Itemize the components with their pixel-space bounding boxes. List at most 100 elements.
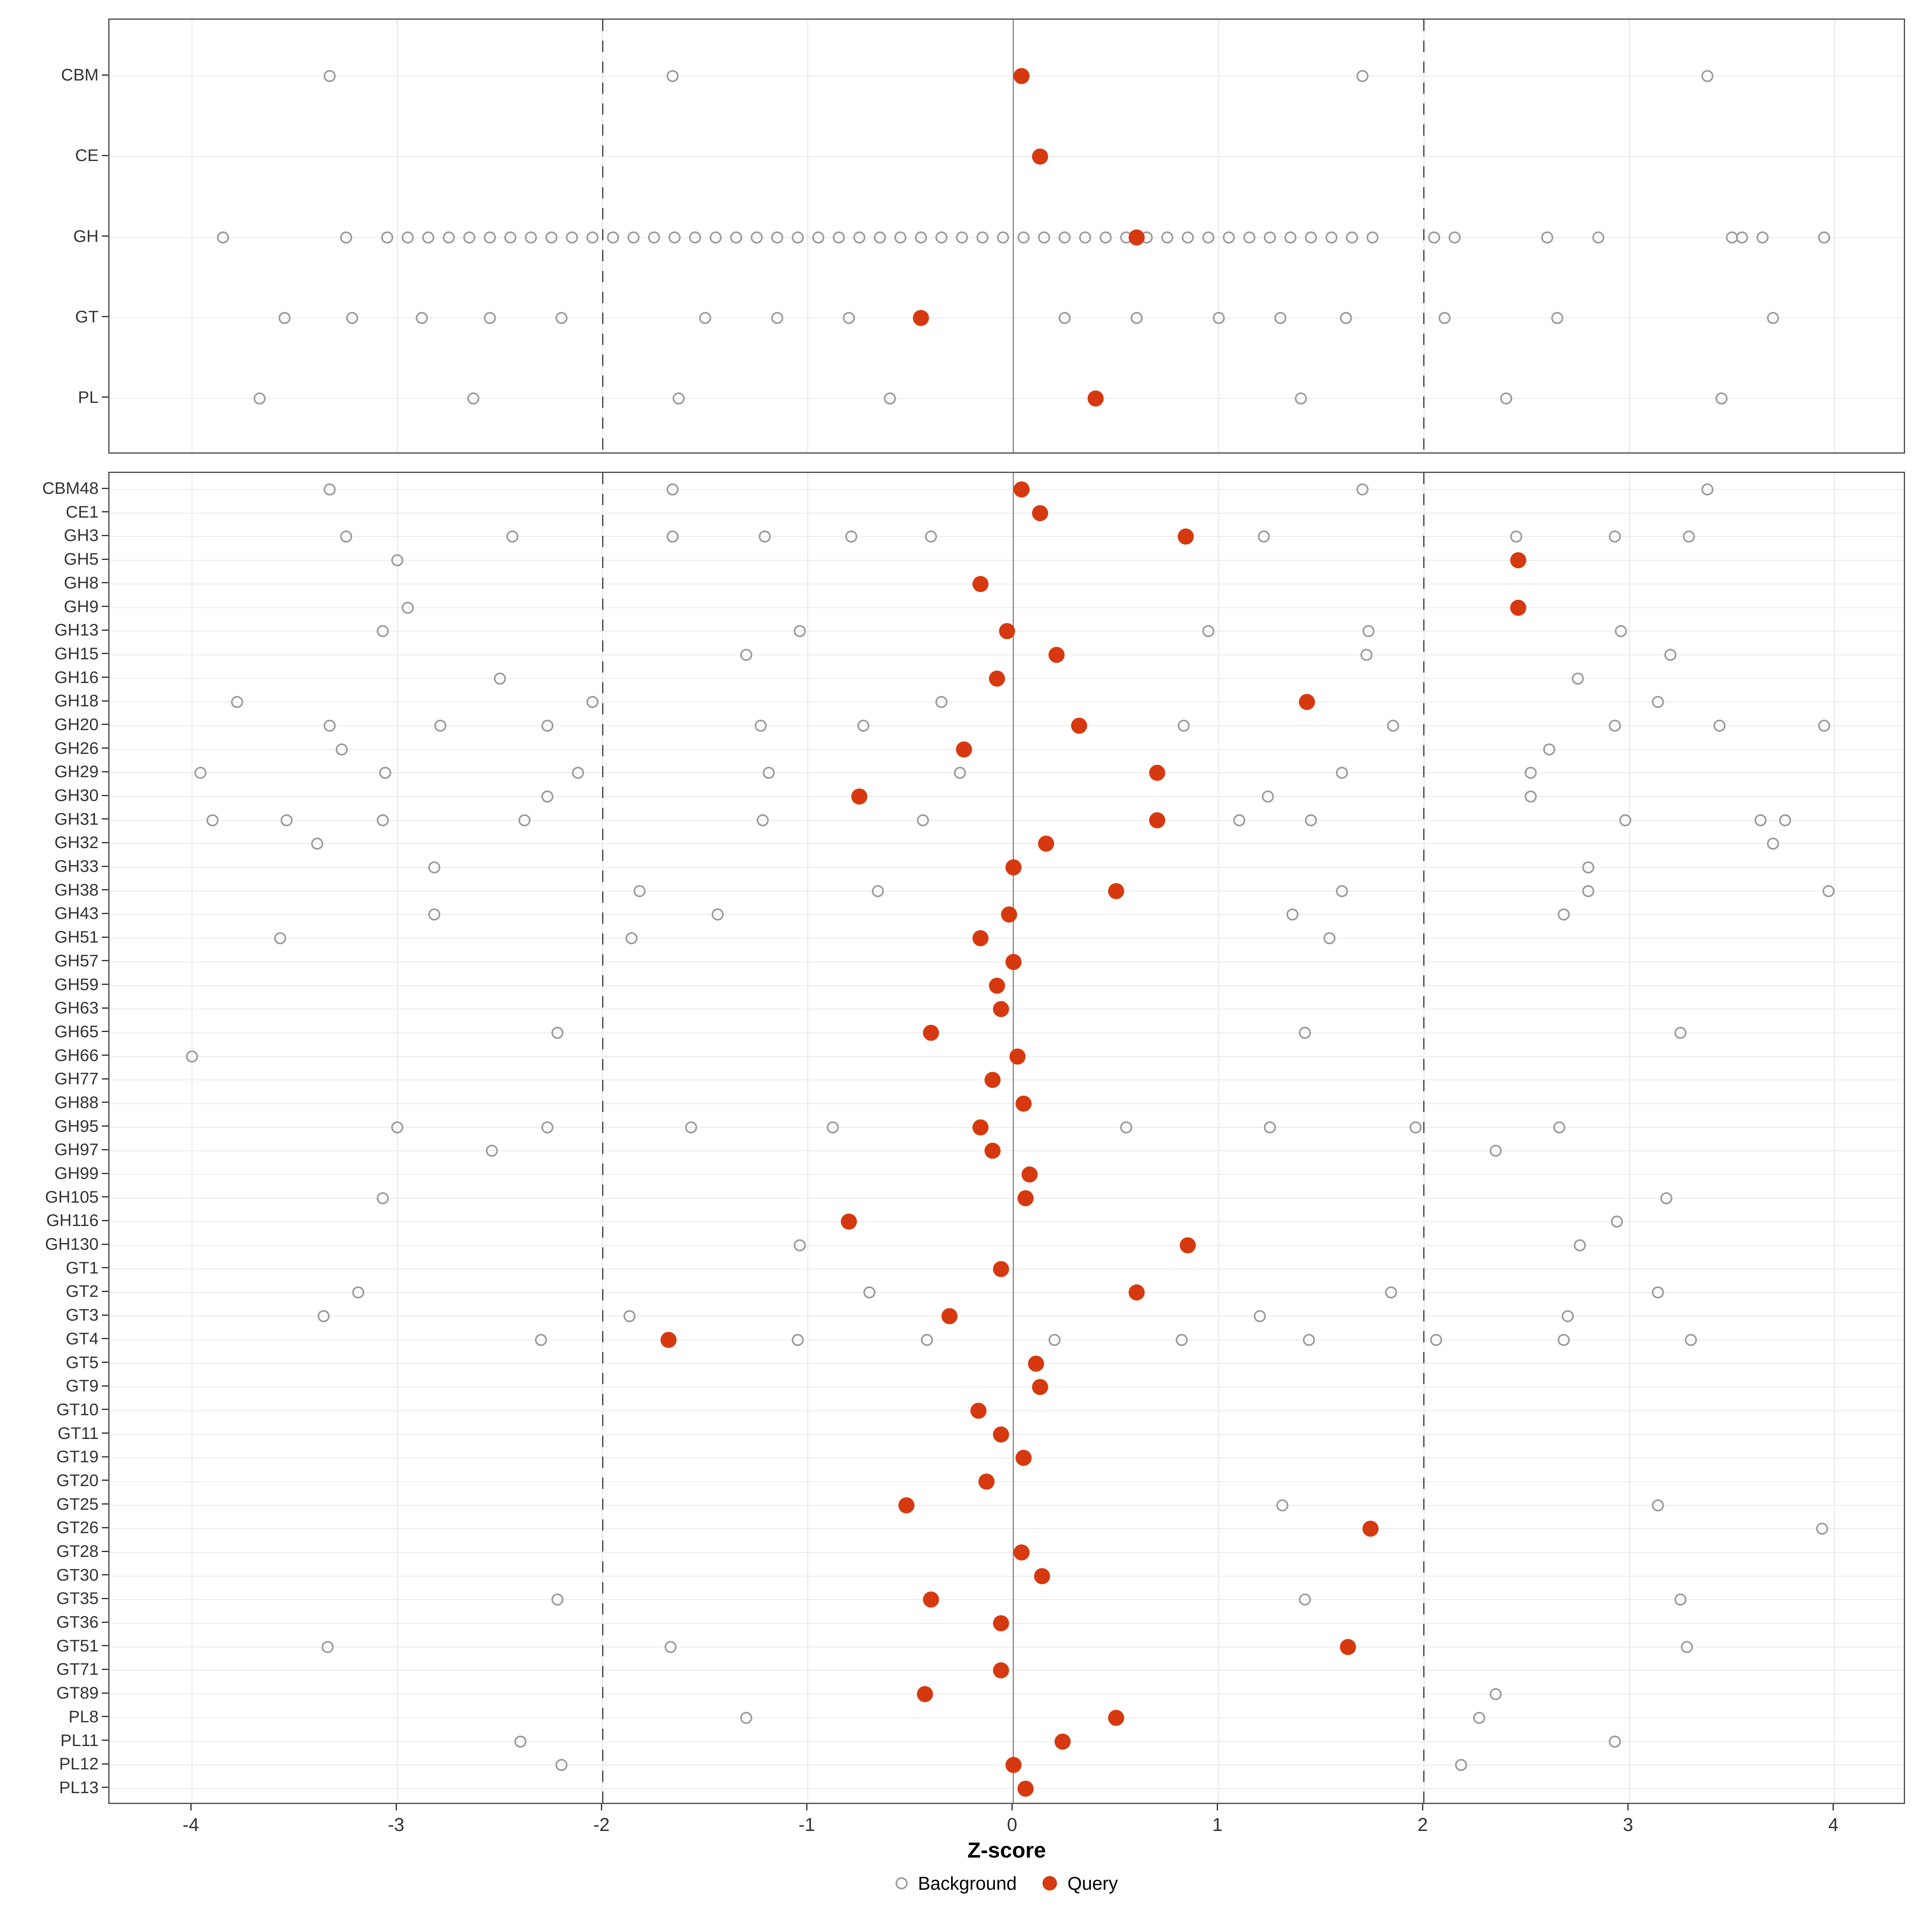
background-point: [401, 231, 414, 244]
y-axis-tick: [102, 677, 108, 678]
y-gridline: [109, 819, 1904, 821]
background-point: [1325, 231, 1338, 244]
background-point: [812, 231, 824, 244]
background-point: [551, 1026, 564, 1039]
y-axis-tick: [102, 1668, 108, 1670]
background-point: [1619, 814, 1631, 826]
y-axis-tick: [102, 889, 108, 891]
y-axis-label: GT71: [56, 1660, 99, 1679]
y-gridline: [109, 1788, 1904, 1789]
background-point: [791, 231, 804, 244]
y-axis-label: GH13: [54, 620, 99, 640]
background-point: [336, 743, 348, 755]
x-gridline: [1629, 20, 1630, 452]
query-point: [1034, 1568, 1050, 1584]
query-point: [970, 1402, 987, 1419]
y-axis-label: GH51: [54, 927, 99, 947]
y-gridline: [109, 1292, 1904, 1293]
y-gridline: [109, 1694, 1904, 1695]
background-point: [853, 231, 865, 244]
y-axis-tick: [102, 511, 108, 513]
y-axis-label: PL11: [60, 1730, 99, 1750]
background-point: [1767, 312, 1779, 324]
y-axis-label: GH20: [54, 714, 99, 734]
query-point: [660, 1331, 677, 1348]
background-point: [863, 1286, 876, 1299]
background-point: [1779, 814, 1792, 826]
query-point: [972, 1119, 989, 1135]
background-point: [1543, 743, 1555, 755]
y-gridline: [109, 1741, 1904, 1742]
background-point: [1557, 1333, 1570, 1346]
y-axis-label: GT35: [56, 1589, 99, 1608]
y-gridline: [109, 1552, 1904, 1553]
y-axis-label: PL12: [59, 1754, 99, 1773]
background-point: [925, 530, 937, 543]
y-gridline: [109, 1197, 1904, 1199]
background-point: [1360, 648, 1373, 661]
query-point: [851, 788, 867, 805]
background-point: [1609, 1735, 1621, 1748]
background-point: [1356, 70, 1368, 83]
background-point: [231, 696, 244, 708]
background-point: [771, 231, 783, 244]
x-gridline: [1218, 473, 1219, 1803]
query-point: [912, 310, 929, 326]
y-axis-tick: [102, 936, 108, 938]
background-point: [1264, 1121, 1276, 1133]
background-point: [1298, 1026, 1311, 1039]
y-axis-label: GH38: [54, 880, 99, 899]
x-axis-tick-label: -2: [593, 1814, 610, 1835]
query-point: [985, 1072, 1001, 1088]
background-point: [1582, 861, 1594, 874]
y-gridline: [109, 1221, 1904, 1222]
y-axis-label: GH9: [64, 597, 99, 616]
y-axis-tick: [102, 74, 108, 76]
background-point: [845, 530, 857, 543]
background-point: [1130, 312, 1143, 324]
background-point: [524, 231, 537, 244]
background-point: [254, 392, 266, 405]
background-point: [586, 696, 599, 708]
x-axis-tick: [1217, 1804, 1218, 1810]
legend-item-background: Background: [895, 1872, 1017, 1894]
y-axis-label: GH88: [54, 1092, 99, 1112]
background-point: [1335, 885, 1348, 897]
y-gridline: [109, 1363, 1904, 1364]
y-axis-label: GH3: [64, 526, 99, 545]
background-point: [1243, 231, 1256, 244]
background-point: [627, 231, 640, 244]
query-point: [993, 1261, 1009, 1277]
background-point: [1335, 767, 1348, 779]
zero-reference-line: [1013, 20, 1014, 452]
y-axis-label: GH32: [54, 833, 99, 852]
background-point: [1652, 1286, 1664, 1299]
y-axis-tick: [102, 1456, 108, 1457]
x-axis-tick-label: -1: [798, 1814, 815, 1835]
y-axis-tick: [102, 960, 108, 962]
query-point: [1071, 717, 1087, 734]
query-point: [985, 1143, 1001, 1159]
query-point: [1016, 1095, 1032, 1112]
query-point: [1016, 1450, 1032, 1466]
query-point: [993, 1426, 1009, 1443]
y-axis-label: GT2: [66, 1282, 99, 1301]
background-point: [956, 231, 968, 244]
y-axis-label: GH130: [45, 1234, 99, 1254]
background-point: [217, 231, 229, 244]
query-point: [923, 1024, 939, 1041]
background-point: [428, 908, 441, 921]
background-point: [1473, 1711, 1486, 1724]
background-point: [1233, 814, 1245, 826]
y-gridline: [109, 398, 1904, 399]
query-legend-label: Query: [1067, 1873, 1118, 1894]
y-axis-tick: [102, 1409, 108, 1410]
y-axis-label: CBM: [61, 65, 99, 85]
y-axis-tick: [102, 1740, 108, 1741]
x-axis-tick-label: 0: [1007, 1814, 1018, 1835]
y-axis-label: GH8: [64, 573, 99, 592]
y-axis-label: GT4: [66, 1329, 99, 1348]
y-axis-label: GH77: [54, 1069, 99, 1088]
y-gridline: [109, 678, 1904, 679]
y-axis-label: GT26: [56, 1518, 99, 1537]
